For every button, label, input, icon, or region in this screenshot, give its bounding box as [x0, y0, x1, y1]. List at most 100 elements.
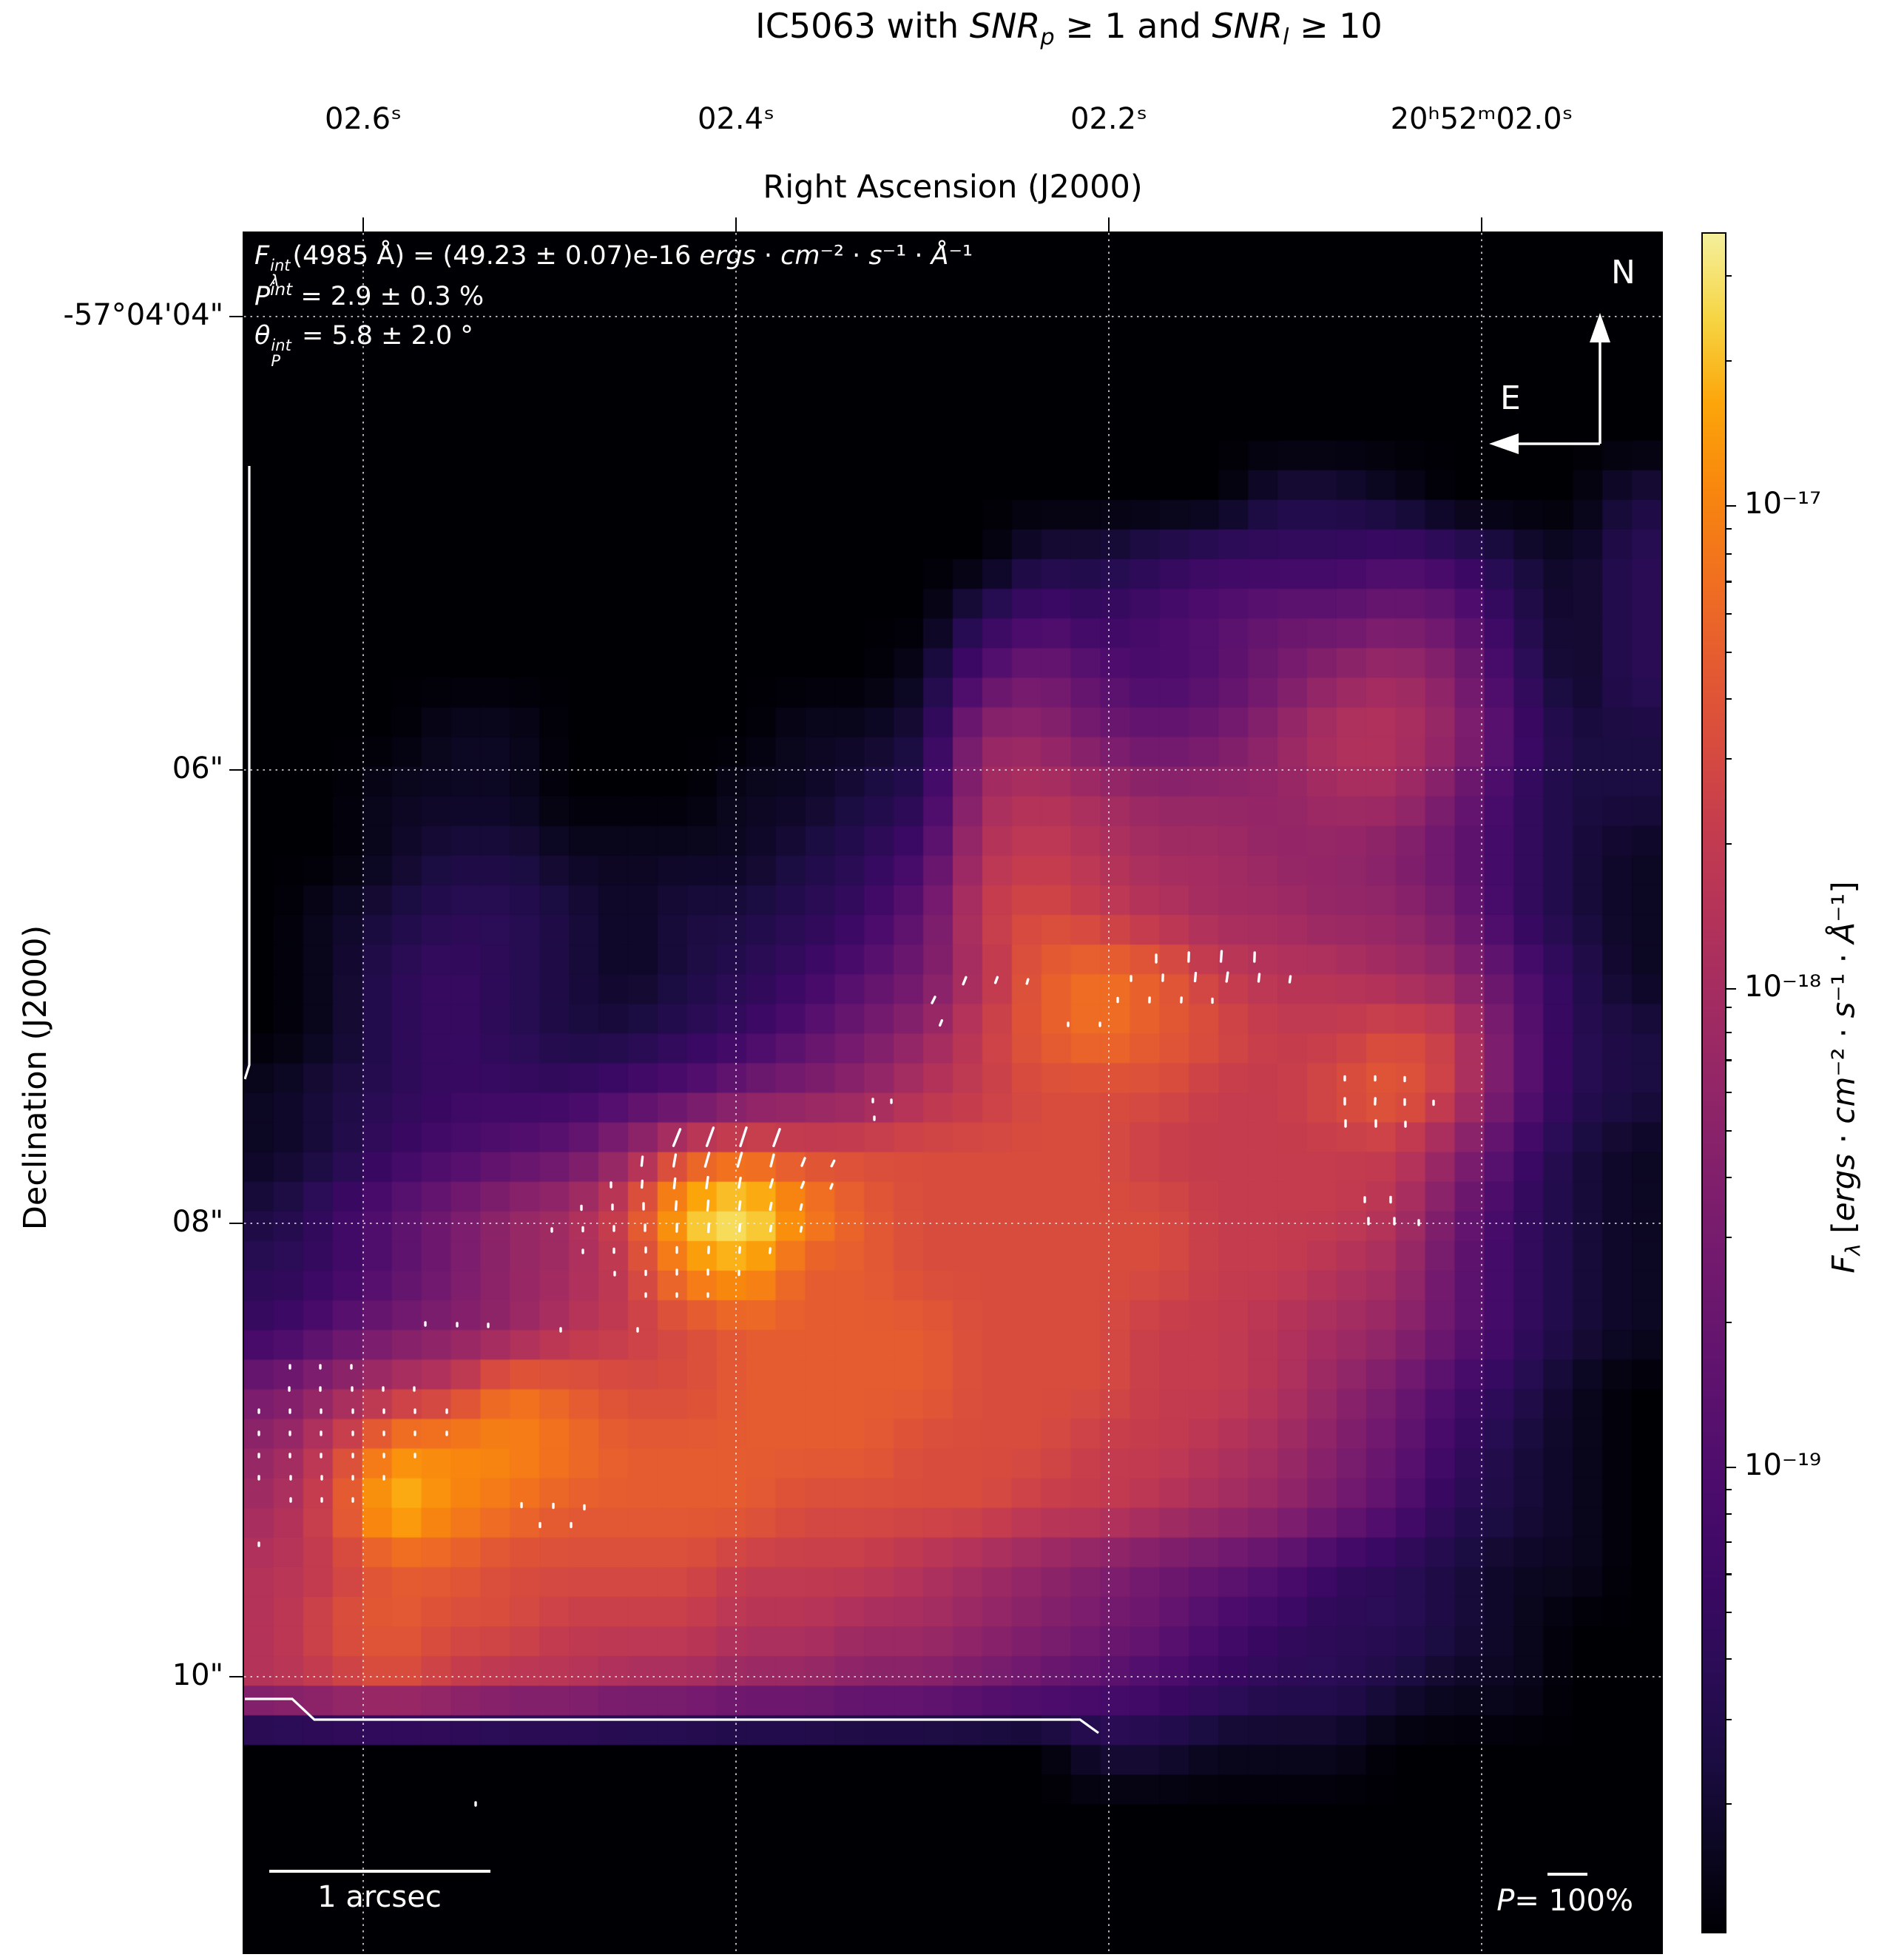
polarization-vector: [705, 1175, 709, 1190]
colorbar-minor-tick: [1725, 612, 1732, 615]
compass-north-arrowhead: [1590, 313, 1610, 342]
polarization-vector: [736, 1152, 743, 1168]
colorbar-tick-label: 10⁻¹⁹: [1744, 1448, 1822, 1482]
polarization-vector: [705, 1126, 715, 1147]
dec-tick-label: 08": [172, 1205, 223, 1239]
colorbar-tick-label: 10⁻¹⁸: [1744, 970, 1822, 1004]
polarization-vector: [772, 1128, 781, 1147]
polarization-vector: [1288, 975, 1292, 984]
colorbar-minor-tick: [1725, 1176, 1732, 1178]
page-title: IC5063 with SNRp ≥ 1 and SNRl ≥ 10: [755, 6, 1383, 50]
data-region-boundary: [244, 466, 251, 1080]
colorbar-minor-tick: [1725, 552, 1732, 555]
colorbar-tick-mark: [1725, 504, 1736, 507]
colorbar-minor-tick: [1725, 1612, 1732, 1614]
ra-tick-label: 20ʰ52ᵐ02.0ˢ: [1390, 102, 1573, 136]
polarization-vector: [672, 1153, 678, 1168]
ra-axis-label: Right Ascension (J2000): [763, 169, 1143, 206]
compass-north-label: N: [1611, 254, 1635, 291]
ra-tick-mark: [735, 217, 737, 232]
polarization-vector: [993, 976, 999, 984]
colorbar-minor-tick: [1725, 842, 1732, 845]
colorbar-minor-tick: [1725, 1658, 1732, 1660]
compass-east-label: E: [1500, 379, 1521, 417]
polarization-vector: [706, 1199, 710, 1212]
polarization-vector: [737, 1176, 742, 1189]
dec-tick-label: -57°04'04": [63, 298, 223, 332]
polarization-vector: [799, 1203, 803, 1212]
colorbar-minor-tick: [1725, 651, 1732, 653]
colorbar-minor-tick: [1725, 1541, 1732, 1543]
data-region-boundary: [245, 1697, 1099, 1734]
polarization-vector: [1025, 978, 1030, 985]
colorbar-minor-tick: [1725, 697, 1732, 700]
polarization-vector: [739, 1126, 748, 1148]
ra-tick-label: 02.2ˢ: [1070, 102, 1147, 136]
ra-tick-label: 02.6ˢ: [325, 102, 402, 136]
polarization-vector: [672, 1128, 682, 1147]
colorbar-tick-label: 10⁻¹⁷: [1744, 487, 1822, 521]
polarization-vector: [640, 1179, 644, 1189]
polarization-vector: [1257, 973, 1261, 983]
ra-tick-mark: [1480, 217, 1483, 232]
ra-tick-mark: [1107, 217, 1110, 232]
colorbar-minor-tick: [1725, 275, 1732, 277]
colorbar-minor-tick: [1725, 1488, 1732, 1490]
polarization-vector: [829, 1183, 834, 1190]
dec-tick-label: 06": [172, 751, 223, 785]
polarization-vector: [800, 1180, 806, 1189]
colorbar-minor-tick: [1725, 1573, 1732, 1575]
colorbar-minor-tick: [1725, 1059, 1732, 1061]
compass-east-arrowhead: [1489, 433, 1519, 454]
colorbar-tick-mark: [1725, 987, 1736, 990]
annotation-integrated-polarization: Pint = 2.9 ± 0.3 %: [254, 280, 485, 311]
polarization-vector: [703, 1152, 711, 1168]
colorbar-tick-mark: [1725, 1466, 1736, 1469]
scale-bar-label: 1 arcsec: [317, 1880, 442, 1914]
annotation-polarization-angle: θ int P = 5.8 ± 2.0 °: [254, 321, 473, 371]
dec-tick-mark: [229, 1222, 244, 1225]
colorbar-minor-tick: [1725, 1237, 1732, 1239]
heatmap-canvas: [244, 233, 1661, 1953]
polarization-scale-bar: [1547, 1873, 1587, 1876]
polarization-vector: [1193, 971, 1198, 983]
polarization-vector: [769, 1153, 775, 1168]
polarization-vector: [799, 1226, 803, 1233]
dec-tick-label: 10": [172, 1658, 223, 1692]
polarization-scale-label: P= 100%: [1496, 1884, 1633, 1918]
colorbar-minor-tick: [1725, 581, 1732, 583]
polarization-vector: [769, 1201, 773, 1212]
polarization-vector: [737, 1200, 742, 1212]
colorbar-minor-tick: [1725, 1007, 1732, 1009]
polarization-vector: [1225, 971, 1229, 983]
scale-bar: [269, 1870, 490, 1873]
polarization-vector: [800, 1157, 806, 1167]
polarization-vector: [769, 1178, 774, 1189]
colorbar-minor-tick: [1725, 1129, 1732, 1132]
colorbar-minor-tick: [1725, 758, 1732, 760]
polarization-vector: [931, 996, 936, 1004]
colorbar-minor-tick: [1725, 1803, 1732, 1805]
polarization-vector: [938, 1019, 944, 1027]
polarization-vector: [674, 1200, 678, 1212]
polarization-vector: [672, 1177, 677, 1190]
ra-tick-label: 02.4ˢ: [698, 102, 774, 136]
colorbar-minor-tick: [1725, 1718, 1732, 1720]
colorbar-minor-tick: [1725, 528, 1732, 530]
ra-tick-mark: [362, 217, 365, 232]
dec-tick-mark: [229, 1675, 244, 1678]
colorbar-axis-label: Fλ [ergs · cm⁻² · s⁻¹ · Å⁻¹]: [1825, 881, 1866, 1274]
polarization-vector: [640, 1155, 644, 1167]
polarization-vector: [769, 1224, 773, 1233]
polarization-vector: [1219, 950, 1223, 963]
colorbar: [1701, 232, 1726, 1933]
colorbar-minor-tick: [1725, 359, 1732, 362]
plot-overlay: [244, 233, 1661, 1953]
colorbar-minor-tick: [1725, 1513, 1732, 1515]
colorbar-minor-tick: [1725, 1321, 1732, 1323]
dec-tick-mark: [229, 768, 244, 771]
polarization-vector: [768, 1247, 772, 1254]
